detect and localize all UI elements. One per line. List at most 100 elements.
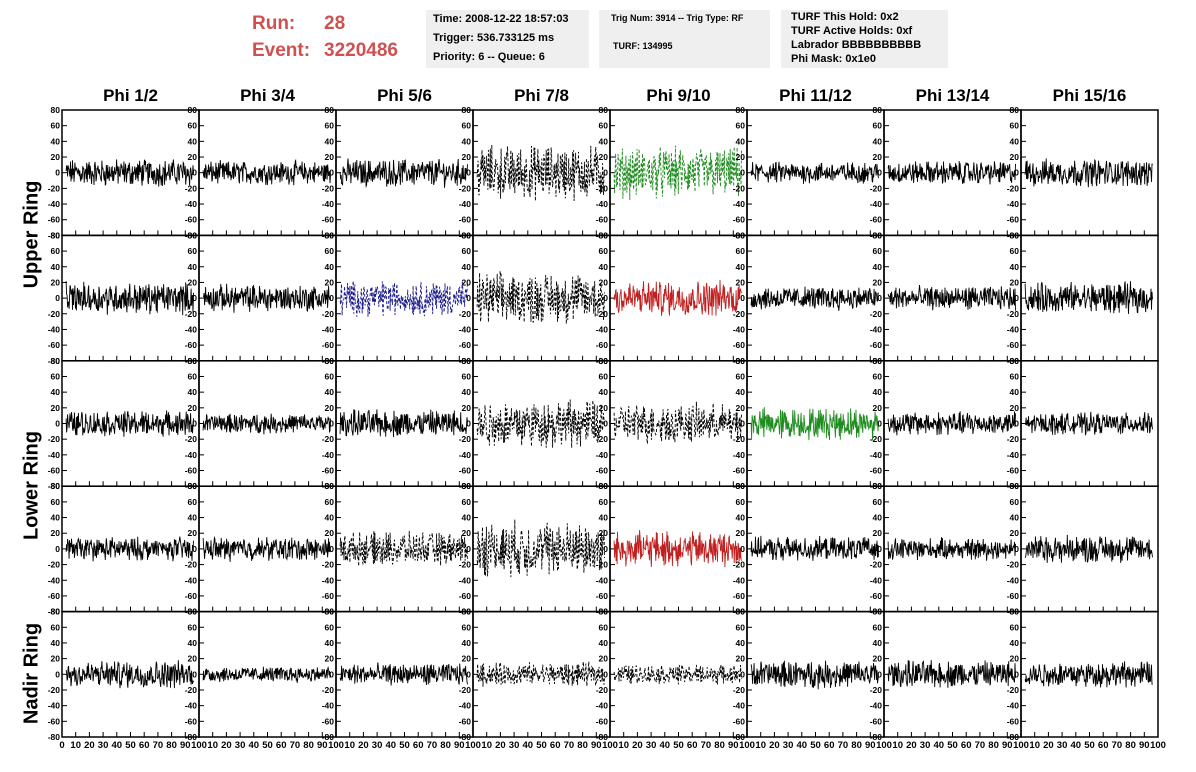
x-tick-label: 100 — [1150, 740, 1166, 751]
y-tick-label: 60 — [325, 121, 335, 131]
y-tick-label: 80 — [325, 230, 335, 240]
y-tick-label: 60 — [462, 371, 472, 381]
y-tick-label: -20 — [1007, 434, 1020, 444]
y-tick-label: -20 — [185, 309, 198, 319]
waveform-trace — [750, 535, 879, 561]
y-tick-label: -60 — [459, 466, 472, 476]
y-tick-label: 20 — [462, 277, 472, 287]
x-tick-label: 50 — [399, 740, 410, 751]
y-tick-label: -20 — [48, 309, 61, 319]
y-tick-label: -20 — [185, 560, 198, 570]
y-tick-label: -60 — [596, 466, 609, 476]
waveform-trace — [1024, 661, 1153, 688]
y-tick-label: -40 — [322, 324, 335, 334]
y-tick-label: -60 — [870, 591, 883, 601]
y-tick-label: 80 — [873, 356, 883, 366]
y-tick-label: 80 — [51, 481, 61, 491]
event-label: Event: — [252, 40, 311, 61]
x-tick-label: 60 — [276, 740, 287, 751]
y-tick-label: -60 — [322, 466, 335, 476]
y-tick-label: 0 — [192, 168, 197, 178]
y-tick-label: -40 — [322, 450, 335, 460]
y-tick-label: 80 — [188, 230, 198, 240]
x-tick-label: 20 — [221, 740, 232, 751]
x-tick-label: 60 — [413, 740, 424, 751]
y-tick-label: -60 — [48, 466, 61, 476]
x-tick-label: 30 — [372, 740, 383, 751]
y-tick-label: 40 — [51, 136, 61, 146]
y-tick-label: 80 — [325, 481, 335, 491]
x-tick-label: 90 — [865, 740, 876, 751]
time-text: Time: 2008-12-22 18:57:03 — [433, 13, 569, 25]
y-tick-label: 20 — [188, 528, 198, 538]
x-tick-label: 20 — [495, 740, 506, 751]
y-tick-label: -80 — [48, 481, 61, 491]
y-tick-label: 60 — [325, 497, 335, 507]
y-tick-label: 40 — [462, 136, 472, 146]
y-tick-label: 0 — [192, 669, 197, 679]
y-tick-label: 40 — [599, 513, 609, 523]
x-tick-label: 50 — [262, 740, 273, 751]
waveform-trace — [476, 144, 605, 202]
y-tick-label: -60 — [596, 215, 609, 225]
x-tick-label: 80 — [440, 740, 451, 751]
y-tick-label: -40 — [733, 450, 746, 460]
y-tick-label: 60 — [599, 246, 609, 256]
y-tick-label: -60 — [733, 340, 746, 350]
y-tick-label: -40 — [185, 450, 198, 460]
waveform-trace — [476, 519, 605, 578]
y-tick-label: 0 — [603, 168, 608, 178]
y-tick-label: 60 — [736, 121, 746, 131]
x-tick-label: 60 — [1098, 740, 1109, 751]
panel-frame — [472, 234, 611, 362]
x-tick-label: 10 — [70, 740, 81, 751]
y-tick-label: 80 — [325, 105, 335, 115]
y-tick-label: 0 — [603, 544, 608, 554]
y-tick-label: -80 — [322, 732, 335, 742]
y-tick-label: 80 — [599, 356, 609, 366]
y-tick-label: -40 — [48, 701, 61, 711]
x-tick-label: 100 — [602, 740, 618, 751]
y-tick-label: 40 — [188, 513, 198, 523]
y-tick-label: 60 — [325, 622, 335, 632]
y-tick-label: -40 — [870, 701, 883, 711]
x-tick-label: 60 — [139, 740, 150, 751]
y-tick-label: 40 — [873, 638, 883, 648]
x-tick-label: 90 — [1139, 740, 1150, 751]
y-tick-label: 80 — [188, 481, 198, 491]
turf-info-box: TURF This Hold: 0x2 TURF Active Holds: 0… — [781, 10, 948, 68]
y-tick-label: -20 — [322, 183, 335, 193]
x-tick-label: 40 — [660, 740, 671, 751]
y-tick-label: 0 — [877, 544, 882, 554]
y-tick-label: 80 — [736, 105, 746, 115]
run-value: 28 — [324, 13, 346, 34]
y-tick-label: 60 — [462, 622, 472, 632]
x-tick-label: 30 — [783, 740, 794, 751]
x-tick-label: 50 — [1084, 740, 1095, 751]
run-label: Run: — [252, 13, 296, 34]
y-tick-label: -60 — [48, 591, 61, 601]
y-tick-label: 60 — [462, 121, 472, 131]
y-tick-label: -60 — [322, 340, 335, 350]
y-tick-label: -60 — [733, 716, 746, 726]
x-tick-label: 100 — [328, 740, 344, 751]
x-tick-label: 70 — [564, 740, 575, 751]
y-tick-label: -40 — [1007, 199, 1020, 209]
y-tick-label: 20 — [188, 403, 198, 413]
y-tick-label: 40 — [599, 387, 609, 397]
y-tick-label: -20 — [733, 309, 746, 319]
y-tick-label: 40 — [873, 387, 883, 397]
waveform-trace — [65, 410, 194, 437]
y-tick-label: -40 — [596, 701, 609, 711]
y-tick-label: 0 — [1014, 544, 1019, 554]
y-tick-label: 20 — [599, 654, 609, 664]
x-tick-label: 100 — [191, 740, 207, 751]
y-tick-label: 80 — [325, 607, 335, 617]
y-tick-label: 0 — [1014, 669, 1019, 679]
y-tick-label: 60 — [873, 497, 883, 507]
y-tick-label: -20 — [733, 560, 746, 570]
